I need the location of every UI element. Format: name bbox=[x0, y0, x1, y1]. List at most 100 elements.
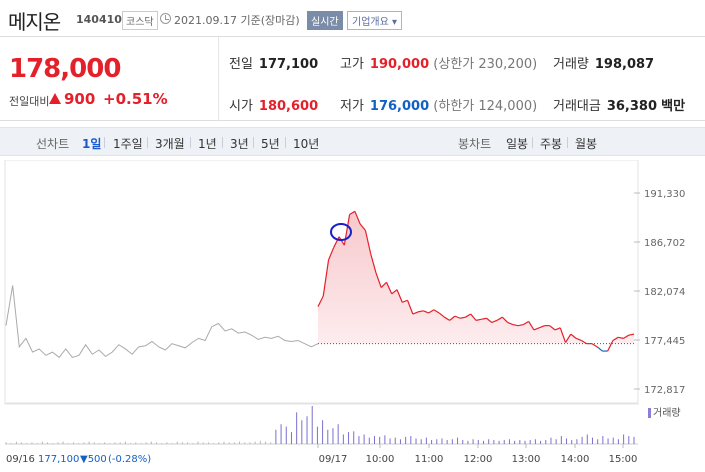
series-09-17-segment bbox=[470, 313, 477, 321]
tab-1w[interactable]: 1주일 bbox=[113, 137, 143, 151]
hand-drawn-annotation-circle bbox=[330, 223, 352, 241]
series-09-17-segment bbox=[491, 319, 498, 324]
quote-divider bbox=[218, 37, 219, 121]
series-09-17-segment bbox=[596, 346, 603, 352]
series-09-17-segment bbox=[607, 340, 614, 352]
x-tick-label: 11:00 bbox=[415, 454, 444, 465]
series-09-17-segment bbox=[380, 281, 387, 288]
x-tick-label: 09/17 bbox=[319, 454, 348, 465]
tab-10y[interactable]: 10년 bbox=[293, 137, 320, 151]
price-change: 900 bbox=[64, 90, 96, 108]
x-tick-label: 13:00 bbox=[512, 454, 541, 465]
series-09-17-segment bbox=[454, 315, 461, 319]
tab-3m[interactable]: 3개월 bbox=[155, 137, 185, 151]
series-09-17-segment bbox=[528, 321, 535, 331]
market-badge: 코스닥 bbox=[122, 11, 158, 30]
series-09-17-segment bbox=[423, 310, 429, 314]
candle-chart-label: 봉차트 bbox=[458, 137, 492, 151]
stat-amount: 거래대금 36,380 백만 bbox=[553, 99, 686, 114]
stock-code: 140410 bbox=[76, 13, 122, 26]
series-09-17-segment bbox=[501, 316, 509, 323]
stock-name[interactable]: 메지온 bbox=[8, 10, 61, 34]
line-chart-label: 선차트 bbox=[36, 137, 70, 151]
series-09-17-segment bbox=[618, 336, 624, 339]
series-09-17-segment bbox=[570, 333, 577, 339]
series-09-17-segment bbox=[591, 343, 598, 348]
tab-1y[interactable]: 1년 bbox=[198, 137, 217, 151]
series-09-17-segment bbox=[465, 313, 472, 318]
series-09-17-segment bbox=[396, 289, 403, 303]
series-09-16-line bbox=[5, 285, 319, 359]
quote-panel: 178,000 전일대비 900 +0.51% 전일 177,100 고가 190,… bbox=[0, 37, 705, 121]
stock-header: 메지온 140410 코스닥 2021.09.17 기준(장마감) 실시간 기업… bbox=[0, 0, 705, 37]
series-09-17-segment bbox=[559, 327, 567, 343]
intraday-chart[interactable]: 191,330 186,702 182,074 177,445 172,817 09/1… bbox=[0, 160, 705, 472]
y-tick-label: 177,445 bbox=[644, 336, 685, 347]
stat-low: 저가 176,000 (하한가 124,000) bbox=[340, 99, 538, 114]
series-09-17-segment bbox=[375, 272, 382, 288]
series-09-17-segment bbox=[444, 316, 450, 321]
tab-monthly-candle[interactable]: 월봉 bbox=[575, 137, 598, 151]
tab-5y[interactable]: 5년 bbox=[261, 137, 280, 151]
x-tick-label: 10:00 bbox=[366, 454, 395, 465]
series-09-17-segment bbox=[317, 295, 324, 307]
series-09-17-segment bbox=[417, 310, 424, 313]
y-tick-label: 182,074 bbox=[644, 287, 685, 298]
series-09-17-segment bbox=[385, 282, 393, 295]
series-09-17-segment bbox=[349, 210, 356, 216]
change-label: 전일대비 bbox=[9, 95, 50, 108]
chart-frame bbox=[4, 160, 639, 405]
y-tick-label: 186,702 bbox=[644, 238, 685, 249]
series-09-17-segment bbox=[507, 321, 514, 326]
current-price: 178,000 bbox=[9, 54, 121, 84]
series-09-17-segment bbox=[581, 339, 587, 345]
series-09-17-segment bbox=[549, 325, 556, 331]
series-09-17-segment bbox=[523, 320, 529, 326]
stat-volume: 거래량 198,087 bbox=[553, 57, 655, 72]
x-tick-label: 14:00 bbox=[561, 454, 590, 465]
footer-change-pct: (-0.28%) bbox=[108, 454, 151, 465]
up-triangle-icon bbox=[49, 93, 61, 104]
series-09-17-segment bbox=[428, 309, 435, 314]
series-09-17-segment bbox=[433, 309, 440, 314]
series-09-17-segment bbox=[438, 312, 445, 318]
footer-close: 177,100 bbox=[38, 454, 79, 465]
series-09-17-segment bbox=[565, 333, 572, 343]
series-09-17-segment bbox=[628, 333, 635, 336]
series-09-17-segment bbox=[370, 253, 377, 273]
series-09-17-segment bbox=[333, 236, 340, 248]
series-09-17-segment bbox=[364, 230, 372, 254]
tab-3y[interactable]: 3년 bbox=[230, 137, 249, 151]
series-09-17-segment bbox=[354, 211, 361, 225]
series-09-17-segment bbox=[412, 311, 419, 315]
series-09-17-segment bbox=[449, 315, 456, 321]
series-09-17-segment bbox=[391, 289, 398, 295]
corp-overview-button[interactable]: 기업개요 ▾ bbox=[347, 11, 402, 30]
stat-prev: 전일 177,100 bbox=[229, 57, 319, 72]
series-09-17-segment bbox=[327, 247, 335, 261]
stat-open: 시가 180,600 bbox=[229, 99, 319, 114]
footer-date: 09/16 bbox=[6, 454, 35, 465]
volume-legend: 거래량 bbox=[653, 407, 681, 419]
tab-weekly-candle[interactable]: 주봉 bbox=[540, 137, 563, 151]
tab-daily-candle[interactable]: 일봉 bbox=[506, 137, 529, 151]
quote-date: 2021.09.17 기준(장마감) bbox=[174, 14, 300, 27]
series-09-17-segment bbox=[359, 223, 366, 231]
series-09-17-segment bbox=[554, 327, 561, 331]
footer-change: ▼500 bbox=[80, 454, 107, 465]
x-tick-label: 12:00 bbox=[464, 454, 493, 465]
series-09-17-segment bbox=[481, 317, 487, 320]
series-09-17-segment bbox=[575, 337, 582, 342]
series-09-17-segment bbox=[460, 316, 466, 319]
price-change-percent: +0.51% bbox=[103, 90, 168, 108]
series-09-17-segment bbox=[496, 316, 503, 321]
series-09-17-segment bbox=[533, 327, 540, 331]
realtime-button[interactable]: 실시간 bbox=[307, 11, 343, 30]
y-tick-label: 172,817 bbox=[644, 385, 685, 396]
volume-legend-swatch bbox=[648, 408, 651, 418]
chart-tabs: 선차트 1일 1주일 3개월 1년 3년 5년 10년 봉차트 일봉 주봉 월봉 bbox=[0, 127, 705, 156]
series-09-17-segment bbox=[538, 325, 545, 329]
y-tick-label: 191,330 bbox=[644, 189, 685, 200]
series-09-17-segment bbox=[612, 336, 619, 341]
tab-1d[interactable]: 1일 bbox=[82, 137, 102, 151]
